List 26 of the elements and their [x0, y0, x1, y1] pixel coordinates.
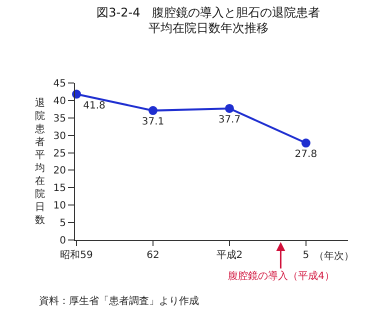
y-tick-label: 45	[53, 78, 66, 90]
text: 資料：厚生省「患者調査」より作成	[39, 295, 199, 307]
y-tick-label: 40	[53, 96, 66, 107]
chart-title: 図3-2-4 腹腔鏡の導入と胆石の退院患者平均在院日数年次推移	[96, 6, 320, 36]
y-tick-label: 20	[53, 166, 66, 177]
x-tick-label: 平成2	[216, 249, 243, 261]
x-tick-label: 5	[302, 250, 310, 261]
text: 退院患者平均在院日数	[35, 98, 45, 226]
x-tick-label: 62	[146, 250, 160, 261]
x-axis-title: （年次）	[314, 250, 354, 262]
data-label: 37.1	[142, 116, 164, 128]
point	[301, 138, 310, 148]
data-label: 41.8	[83, 100, 106, 112]
y-tick-label: 10	[53, 200, 66, 212]
y-tick-label: 5	[60, 218, 66, 230]
data-label: 37.7	[218, 114, 241, 126]
y-tick-label: 35	[53, 113, 66, 124]
y-tick-label: 0	[60, 236, 66, 246]
x-tick-label: 昭和59	[60, 249, 93, 261]
data-label: 27.8	[294, 149, 318, 160]
point	[148, 106, 158, 116]
y-tick-label: 15	[53, 183, 66, 194]
y-tick-label: 25	[53, 148, 66, 160]
point	[224, 104, 234, 113]
y-tick-label: 30	[53, 130, 66, 142]
text: 腹腔鏡の導入（平成4）	[228, 270, 334, 282]
